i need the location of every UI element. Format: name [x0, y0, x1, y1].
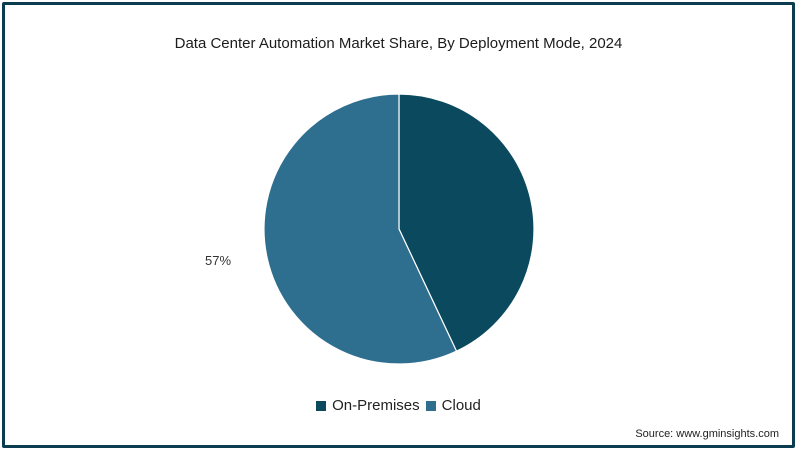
cloud-percent-label: 57% — [205, 253, 232, 268]
source-note: Source: www.gminsights.com — [635, 428, 779, 440]
legend-swatch-on-premises — [316, 400, 327, 411]
pie-slice-cloud — [263, 93, 458, 365]
legend-label-on-premises: On-Premises — [332, 397, 420, 414]
legend-item-cloud: Cloud — [425, 397, 481, 414]
legend-swatch-cloud — [425, 400, 436, 411]
chart-title: Data Center Automation Market Share, By … — [174, 35, 623, 52]
chart-legend: On-Premises Cloud — [0, 397, 797, 414]
legend-label-cloud: Cloud — [441, 397, 481, 414]
pie-slice-on-premises — [398, 93, 535, 352]
legend-item-on-premises: On-Premises — [316, 397, 420, 414]
